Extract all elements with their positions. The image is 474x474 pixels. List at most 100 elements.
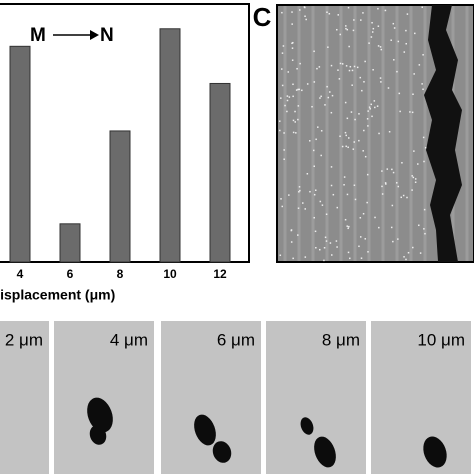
texture-dot [314, 230, 317, 233]
texture-dot [323, 259, 325, 262]
texture-dot [377, 7, 379, 10]
texture-dot [359, 217, 362, 219]
texture-dot [358, 245, 360, 248]
texture-dot [406, 13, 409, 15]
texture-dot [363, 81, 365, 83]
texture-dot [422, 88, 424, 91]
texture-dot [371, 31, 374, 33]
texture-dot [343, 184, 345, 186]
texture-dot [363, 129, 365, 132]
texture-dot [305, 18, 307, 21]
texture-dot [321, 204, 324, 206]
texture-dot [294, 121, 296, 123]
crack [424, 5, 462, 262]
texture-dot [350, 111, 353, 113]
texture-dot [414, 178, 417, 180]
texture-dot [299, 9, 301, 11]
texture-dot [409, 111, 411, 113]
texture-dot [353, 184, 356, 187]
texture-dot [281, 11, 283, 14]
texture-dot [400, 196, 402, 199]
texture-dot [339, 135, 341, 138]
texture-dot [337, 69, 339, 71]
texture-dot [304, 208, 307, 210]
texture-dot [403, 256, 405, 258]
annotation-arrowhead [90, 30, 99, 40]
texture-dot [327, 96, 330, 99]
texture-dot [362, 12, 364, 14]
texture-dot [332, 193, 335, 196]
texture-dot [319, 248, 321, 251]
texture-dot [369, 108, 371, 110]
texture-dot [390, 226, 393, 229]
texture-dot [422, 136, 425, 139]
texture-dot [405, 258, 407, 261]
texture-dot [281, 205, 284, 208]
texture-dot [319, 200, 322, 203]
texture-dot [367, 110, 369, 112]
texture-dot [347, 251, 350, 254]
texture-dot [367, 251, 369, 253]
panel-label: C [253, 2, 272, 32]
texture-dot [279, 129, 281, 132]
x-axis-label: Displacement (μm) [0, 287, 115, 303]
texture-dot [423, 208, 426, 211]
texture-dot [371, 21, 373, 24]
bar [159, 28, 181, 263]
texture-dot [297, 207, 300, 209]
texture-dot [384, 9, 387, 12]
texture-dot [366, 201, 368, 204]
texture-dot [345, 134, 347, 137]
texture-dot [348, 69, 351, 72]
texture-dot [366, 173, 369, 176]
texture-dot [417, 163, 419, 165]
texture-dot [327, 46, 329, 48]
bar [209, 82, 231, 263]
texture-dot [379, 46, 382, 48]
texture-dot [397, 185, 400, 188]
texture-dot [423, 160, 425, 163]
texture-dot [295, 132, 297, 134]
texture-dot [412, 246, 414, 249]
texture-dot [299, 62, 301, 65]
texture-dot [336, 246, 338, 248]
texture-dot [378, 226, 380, 229]
texture-dot [344, 101, 347, 104]
texture-dot [381, 170, 383, 172]
texture-dot [405, 29, 407, 32]
texture-dot [396, 182, 398, 184]
texture-dot [292, 41, 294, 44]
texture-dot [362, 150, 364, 152]
texture-dot [419, 252, 422, 254]
texture-dot [313, 149, 315, 152]
texture-dot [339, 62, 342, 65]
x-tick-label: 10 [163, 267, 177, 281]
texture-dot [297, 105, 300, 107]
texture-dot [330, 111, 333, 114]
texture-dot [335, 240, 338, 242]
texture-dot [362, 212, 365, 215]
texture-dot [379, 77, 382, 79]
texture-dot [407, 251, 410, 254]
texture-dot [344, 218, 347, 221]
texture-dot [325, 213, 328, 215]
texture-dot [281, 84, 284, 87]
texture-dot [371, 115, 373, 118]
texture-dot [345, 65, 348, 67]
texture-dot [418, 224, 420, 227]
texture-dot [397, 40, 400, 43]
x-tick-label: 4 [17, 267, 24, 281]
texture-dot [344, 131, 347, 134]
texture-dot [347, 227, 349, 230]
texture-dot [306, 173, 309, 175]
texture-dot [353, 19, 355, 21]
texture-dot [281, 52, 284, 54]
texture-dot [286, 99, 289, 102]
texture-dot [359, 76, 362, 79]
texture-dot [330, 166, 333, 168]
texture-dot [313, 193, 316, 196]
texture-dot [368, 106, 371, 108]
texture-dot [422, 54, 424, 56]
texture-dot [402, 194, 405, 197]
